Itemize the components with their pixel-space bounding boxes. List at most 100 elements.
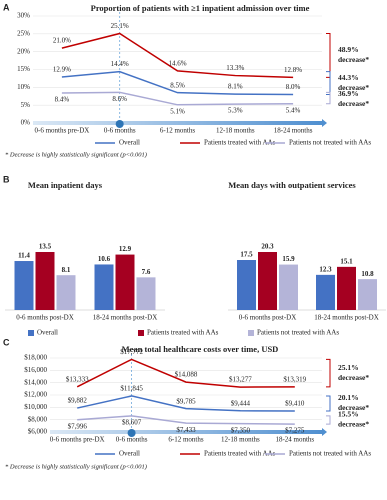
y-tick-label: $8,000 bbox=[28, 415, 48, 423]
legend-label: Patients not treated with AAs bbox=[257, 329, 339, 337]
value-label: 12.3 bbox=[319, 265, 332, 273]
x-tick-label: 0-6 months pre-DX bbox=[34, 127, 89, 135]
bracket bbox=[326, 415, 331, 425]
annotation: decrease* bbox=[338, 83, 369, 92]
annotation: 25.1% bbox=[338, 363, 359, 372]
value-label: 8.1 bbox=[62, 266, 71, 274]
footnote: * Decrease is highly statistically signi… bbox=[5, 463, 147, 470]
value-label: 10.8 bbox=[361, 270, 374, 278]
series-line bbox=[61, 91, 294, 106]
legend-label: Overall bbox=[119, 450, 140, 458]
bracket bbox=[326, 91, 331, 105]
value-label: 5.4% bbox=[286, 106, 301, 114]
value-label: $7,350 bbox=[231, 426, 251, 434]
value-label: 8.5% bbox=[170, 81, 185, 89]
value-label: 11.4 bbox=[18, 252, 30, 260]
x-tick-label: 18-24 months bbox=[274, 127, 313, 135]
bar bbox=[14, 261, 34, 310]
chart-title: Mean inpatient days bbox=[28, 180, 103, 190]
value-label: $7,433 bbox=[176, 426, 196, 434]
value-label: $9,410 bbox=[285, 400, 305, 408]
value-label: $14,088 bbox=[175, 371, 198, 379]
bracket bbox=[326, 358, 331, 388]
legend-label: Patients not treated with AAs bbox=[289, 450, 371, 458]
x-tick-label: 0-6 months pre-DX bbox=[50, 436, 105, 444]
x-tick-label: 18-24 months bbox=[275, 436, 314, 444]
annotation: 48.9% bbox=[338, 45, 359, 54]
value-label: 8.0% bbox=[286, 83, 301, 91]
value-label: 8.6% bbox=[112, 95, 127, 103]
annotation: decrease* bbox=[338, 373, 369, 382]
value-label: $9,882 bbox=[68, 397, 88, 405]
series-line bbox=[61, 32, 294, 79]
value-label: $13,319 bbox=[283, 375, 306, 383]
value-label: $13,277 bbox=[229, 376, 252, 384]
value-label: 5.3% bbox=[228, 107, 243, 115]
x-tick-label: 12-18 months bbox=[216, 127, 255, 135]
x-axis-bar bbox=[33, 121, 322, 125]
x-tick-label: 0-6 months bbox=[104, 127, 136, 135]
y-tick-label: 10% bbox=[17, 83, 30, 91]
value-label: 15.1 bbox=[340, 257, 353, 265]
y-tick-label: $10,000 bbox=[24, 403, 47, 411]
legend-label: Patients not treated with AAs bbox=[289, 139, 371, 147]
x-axis-arrow bbox=[322, 428, 327, 436]
bar bbox=[337, 266, 356, 310]
legend-swatch bbox=[248, 330, 254, 336]
x-tick-label: 0-6 months bbox=[116, 436, 148, 444]
legend-label: Patients treated with AAs bbox=[147, 329, 219, 337]
annotation: 15.5% bbox=[338, 410, 359, 419]
y-tick-label: 0% bbox=[21, 119, 31, 127]
x-tick-label: 0-6 months post-DX bbox=[16, 314, 74, 322]
chart-title: Mean days with outpatient services bbox=[228, 180, 356, 190]
y-tick-label: $12,000 bbox=[24, 391, 47, 399]
annotation: decrease* bbox=[338, 99, 369, 108]
bar bbox=[237, 260, 256, 310]
value-label: 20.3 bbox=[261, 243, 274, 251]
series-line bbox=[76, 358, 295, 388]
chart-title: Proportion of patients with ≥1 inpatient… bbox=[91, 3, 310, 13]
bar bbox=[115, 254, 135, 310]
y-tick-label: 15% bbox=[17, 65, 30, 73]
value-label: $9,444 bbox=[231, 399, 251, 407]
value-label: 8.1% bbox=[228, 83, 243, 91]
y-tick-label: 25% bbox=[17, 29, 30, 37]
value-label: 14.6% bbox=[168, 60, 186, 68]
legend-label: Overall bbox=[119, 139, 140, 147]
legend-swatch bbox=[28, 330, 34, 336]
panel-label: B bbox=[3, 174, 10, 184]
y-tick-label: 5% bbox=[21, 101, 31, 109]
value-label: 15.9 bbox=[282, 255, 295, 263]
value-label: $13,333 bbox=[66, 375, 89, 383]
y-tick-label: $6,000 bbox=[28, 428, 48, 436]
x-axis-arrow bbox=[322, 119, 327, 127]
x-tick-label: 6-12 months bbox=[160, 127, 195, 135]
bar bbox=[56, 275, 76, 310]
bar bbox=[94, 264, 114, 310]
panel-label: A bbox=[3, 2, 10, 12]
value-label: $8,607 bbox=[122, 419, 142, 427]
footnote: * Decrease is highly statistically signi… bbox=[5, 151, 147, 158]
chart-title: Mean total healthcare costs over time, U… bbox=[122, 344, 279, 354]
legend-label: Patients treated with AAs bbox=[204, 450, 276, 458]
bar bbox=[258, 252, 277, 310]
annotation: decrease* bbox=[338, 55, 369, 64]
value-label: 12.9 bbox=[119, 245, 132, 253]
y-tick-label: $16,000 bbox=[24, 366, 47, 374]
series-line bbox=[61, 70, 294, 96]
annotation: decrease* bbox=[338, 403, 369, 412]
annotation: 36.9% bbox=[338, 89, 359, 98]
x-tick-label: 12-18 months bbox=[221, 436, 260, 444]
diagnosis-icon bbox=[115, 120, 124, 128]
bracket bbox=[326, 32, 331, 78]
legend-label: Overall bbox=[37, 329, 58, 337]
bar bbox=[316, 274, 335, 310]
bar bbox=[136, 277, 156, 310]
value-label: 12.9% bbox=[53, 66, 71, 74]
y-tick-label: 20% bbox=[17, 47, 30, 55]
value-label: $7,996 bbox=[68, 422, 88, 430]
value-label: 10.6 bbox=[98, 255, 111, 263]
value-label: 5.1% bbox=[170, 107, 185, 115]
bar bbox=[35, 252, 55, 310]
